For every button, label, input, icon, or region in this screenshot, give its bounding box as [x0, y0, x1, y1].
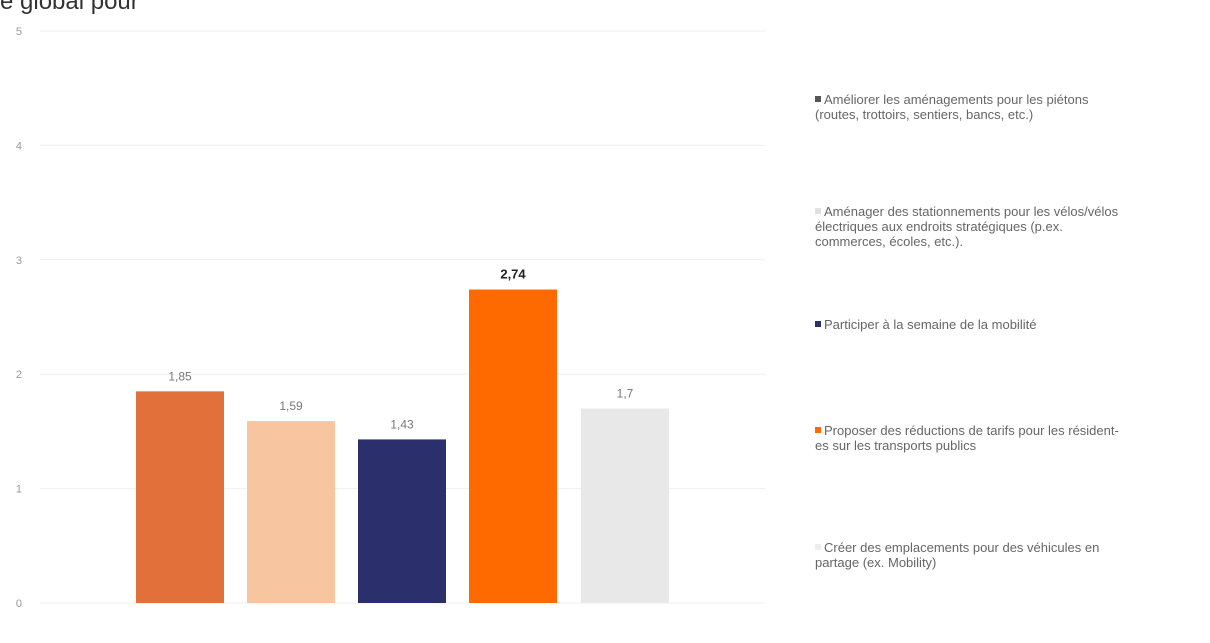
legend-item: Proposer des réductions de tarifs pour l…: [815, 423, 1205, 453]
data-label: 1,43: [390, 417, 414, 431]
legend-item: Aménager des stationnements pour les vél…: [815, 204, 1205, 249]
legend-text-line: Créer des emplacements pour des véhicule…: [824, 540, 1100, 555]
data-label: 1,85: [168, 369, 192, 383]
legend-swatch: [815, 427, 821, 433]
bar-chart: 0 1 2 3 4 5 1,85 1,59 1,43 2,74 1,7: [16, 26, 765, 610]
legend-text-line: (routes, trottoirs, sentiers, bancs, etc…: [815, 107, 1034, 122]
legend-text-line: électriques aux endroits stratégiques (p…: [815, 219, 1063, 234]
y-tick-label: 1: [16, 484, 22, 496]
data-label: 1,59: [279, 399, 303, 413]
legend-item: Créer des emplacements pour des véhicule…: [815, 540, 1205, 570]
legend-text-line: es sur les transports publics: [815, 438, 977, 453]
y-tick-label: 0: [16, 598, 22, 610]
legend-swatch: [815, 321, 821, 327]
legend-text-line: Proposer des réductions de tarifs pour l…: [824, 423, 1119, 438]
legend-text-line: partage (ex. Mobility): [815, 555, 937, 570]
legend-text-line: Participer à la semaine de la mobilité: [824, 317, 1037, 332]
data-label: 2,74: [500, 267, 526, 282]
bar: [136, 391, 224, 603]
cropped-header-text: e global pour: [0, 0, 139, 15]
legend-swatch: [815, 96, 821, 102]
data-label: 1,7: [617, 387, 634, 401]
y-tick-label: 4: [16, 140, 22, 152]
legend-item: Participer à la semaine de la mobilité: [815, 317, 1205, 332]
chart-legend: Améliorer les aménagements pour les piét…: [815, 0, 1205, 643]
y-tick-label: 2: [16, 369, 22, 381]
y-tick-label: 3: [16, 255, 22, 267]
legend-swatch: [815, 208, 821, 214]
bar: [358, 439, 446, 603]
legend-swatch: [815, 544, 821, 550]
bar: [247, 421, 335, 603]
legend-text-line: Aménager des stationnements pour les vél…: [824, 204, 1119, 219]
legend-text-line: Améliorer les aménagements pour les piét…: [824, 92, 1089, 107]
legend-text-line: commerces, écoles, etc.).: [815, 234, 964, 249]
y-tick-label: 5: [16, 26, 22, 38]
bar: [581, 408, 669, 603]
bar: [469, 289, 557, 603]
legend-item: Améliorer les aménagements pour les piét…: [815, 92, 1205, 122]
